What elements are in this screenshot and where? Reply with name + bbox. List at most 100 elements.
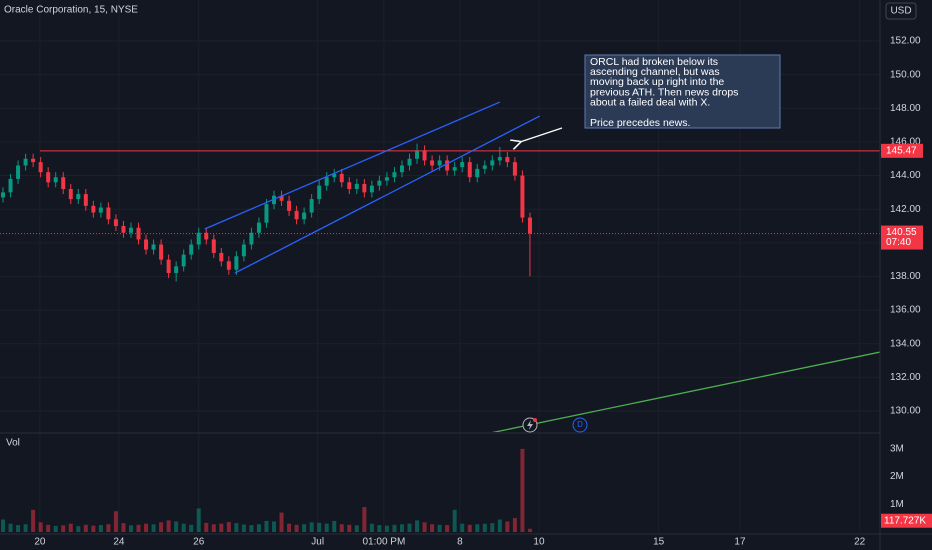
candle-body <box>452 167 457 171</box>
volume-bar <box>256 524 261 532</box>
volume-tick-label: 3M <box>890 443 904 454</box>
volume-bar <box>452 509 457 532</box>
volume-bar <box>415 520 420 532</box>
candle-body <box>234 256 239 270</box>
volume-bar <box>264 520 269 532</box>
y-tick-label: 152.00 <box>890 36 921 47</box>
dividend-icon[interactable] <box>572 417 588 433</box>
candle-body <box>354 183 359 190</box>
volume-bar <box>317 522 322 532</box>
volume-bar <box>407 523 412 532</box>
candle-body <box>302 212 307 220</box>
trendline <box>491 351 880 432</box>
candle-body <box>121 226 126 233</box>
candle-body <box>264 204 269 223</box>
candle-body <box>392 172 397 178</box>
volume-bar <box>8 523 13 532</box>
volume-bar <box>482 523 487 532</box>
annotation-line: ORCL had broken below its <box>590 56 718 68</box>
candle-body <box>106 207 111 220</box>
volume-bar <box>76 526 81 532</box>
y-tick-label: 142.00 <box>890 204 921 215</box>
candle-body <box>219 252 224 262</box>
x-tick-label: 17 <box>734 537 746 548</box>
candle-body <box>189 244 194 255</box>
volume-bar <box>219 523 224 532</box>
candle-body <box>475 168 480 178</box>
volume-bar <box>460 523 465 532</box>
volume-bar <box>189 524 194 532</box>
candle-body <box>159 244 164 260</box>
volume-bar <box>106 524 111 532</box>
volume-bar <box>332 520 337 532</box>
y-tick-label: 138.00 <box>890 271 921 282</box>
candle-body <box>399 165 404 173</box>
chart-title: Oracle Corporation, 15, NYSE <box>4 5 138 16</box>
y-tick-label: 150.00 <box>890 69 921 80</box>
candle-body <box>332 173 337 178</box>
trendline <box>204 101 501 230</box>
candle-body <box>369 185 374 193</box>
x-tick-label: 22 <box>854 537 866 548</box>
volume-bar <box>211 524 216 532</box>
volume-bar <box>437 524 442 532</box>
volume-bar <box>399 524 404 532</box>
currency-button[interactable] <box>885 2 917 20</box>
annotation-line: about a failed deal with X. <box>590 97 710 109</box>
x-tick-label: 8 <box>457 537 463 548</box>
candle-body <box>512 162 517 176</box>
volume-bar <box>287 523 292 532</box>
candle-body <box>362 183 367 193</box>
x-tick-label: 24 <box>113 537 125 548</box>
x-tick-label: 26 <box>193 537 205 548</box>
volume-bar <box>490 523 495 532</box>
volume-bar <box>377 525 382 532</box>
y-tick-label: 146.00 <box>890 137 921 148</box>
last-volume-box <box>881 513 932 528</box>
y-tick-label: 132.00 <box>890 372 921 383</box>
dividend-label[interactable]: D <box>577 420 583 429</box>
candle-body <box>1 192 6 198</box>
volume-bar <box>68 523 73 532</box>
volume-bar <box>392 524 397 532</box>
volume-bar <box>384 525 389 532</box>
volume-bar <box>196 508 201 532</box>
volume-bar <box>527 528 532 532</box>
candle-body <box>91 205 96 213</box>
volume-bar <box>467 524 472 532</box>
candle-body <box>38 162 43 173</box>
candle-body <box>46 172 51 183</box>
volume-bar <box>347 524 352 532</box>
volume-bar <box>53 525 58 532</box>
volume-bar <box>497 519 502 532</box>
candle-body <box>113 219 118 227</box>
candle-body <box>309 199 314 213</box>
candle-body <box>8 178 13 193</box>
candle-body <box>204 232 209 240</box>
candle-body <box>445 160 450 171</box>
candle-body <box>166 259 171 274</box>
candle-body <box>83 194 88 206</box>
x-tick-label: Jul <box>311 537 324 548</box>
candle-body <box>76 194 81 200</box>
level-label: 145.47 <box>886 145 917 156</box>
volume-bar <box>475 524 480 532</box>
event-dot <box>533 418 537 422</box>
candle-body <box>16 165 21 179</box>
volume-bar <box>505 521 510 532</box>
price-pane <box>0 101 880 432</box>
candle-body <box>407 158 412 166</box>
candle-body <box>211 239 216 253</box>
volume-bar <box>98 525 103 532</box>
currency[interactable]: USD <box>890 6 911 17</box>
candle-body <box>98 207 103 213</box>
volume-bar <box>309 522 314 532</box>
volume-bar <box>302 524 307 532</box>
volume-bar <box>121 523 126 532</box>
candle-body <box>415 150 420 159</box>
last-volume-label: 117.727K <box>884 515 926 526</box>
candle-body <box>317 185 322 200</box>
